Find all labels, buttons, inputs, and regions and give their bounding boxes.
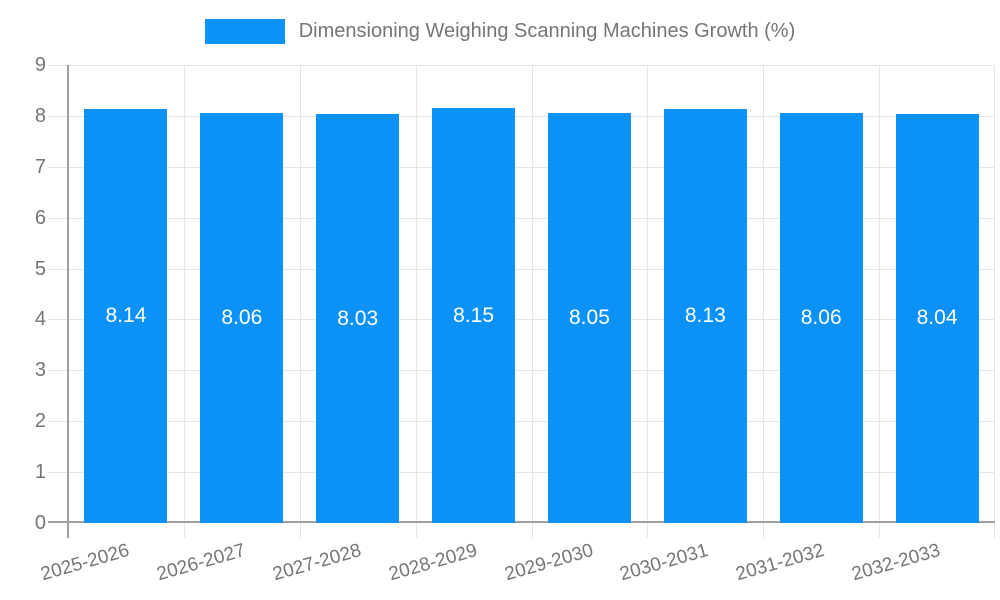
y-tick-label: 5 [34, 257, 46, 280]
bar-value-label: 8.15 [453, 303, 494, 327]
y-tick-label: 7 [34, 155, 46, 178]
bar-2031-2032[interactable]: 8.06 [779, 112, 863, 523]
legend-label: Dimensioning Weighing Scanning Machines … [298, 19, 796, 42]
legend-swatch [204, 18, 285, 44]
bar-value-label: 8.05 [569, 306, 610, 330]
h-gridline [48, 370, 995, 372]
x-tick-label: 2030-2031 [617, 540, 712, 586]
bar-2025-2026[interactable]: 8.14 [84, 108, 168, 523]
y-tick-label: 4 [34, 308, 46, 331]
v-gridline [647, 65, 649, 538]
chart-legend[interactable]: Dimensioning Weighing Scanning Machines … [0, 16, 1000, 46]
y-tick-label: 3 [34, 359, 46, 382]
h-gridline [48, 166, 995, 168]
v-gridline [994, 65, 995, 538]
h-gridline [48, 319, 995, 321]
bar-value-label: 8.06 [800, 305, 842, 329]
h-gridline [48, 268, 995, 270]
y-tick-label: 1 [34, 461, 46, 484]
x-axis-line [48, 521, 995, 523]
x-tick-label: 2027-2028 [270, 540, 364, 586]
bar-2029-2030[interactable]: 8.05 [547, 113, 631, 523]
h-gridline [48, 115, 995, 117]
y-axis-line [67, 65, 69, 538]
x-tick-label: 2025-2026 [38, 540, 132, 586]
x-tick-label: 2029-2030 [502, 540, 596, 586]
y-tick-label: 6 [34, 206, 46, 229]
y-tick-label: 8 [34, 104, 46, 127]
bar-value-label: 8.03 [337, 306, 379, 330]
bar-value-label: 8.04 [916, 306, 958, 330]
bar-value-label: 8.13 [684, 304, 726, 328]
h-gridline [48, 472, 995, 474]
bar-2032-2033[interactable]: 8.04 [895, 113, 979, 523]
h-gridline [48, 217, 995, 219]
h-gridline [48, 421, 995, 423]
x-tick-label: 2028-2029 [386, 540, 480, 586]
x-tick-label: 2032-2033 [849, 540, 943, 586]
v-gridline [531, 65, 533, 538]
bar-2030-2031[interactable]: 8.13 [663, 109, 747, 523]
v-gridline [299, 65, 301, 538]
y-tick-label: 0 [34, 512, 46, 534]
bar-2027-2028[interactable]: 8.03 [316, 114, 400, 523]
bar-2028-2029[interactable]: 8.15 [432, 108, 516, 523]
bar-value-label: 8.14 [105, 303, 147, 327]
bar-value-label: 8.06 [221, 305, 263, 329]
v-gridline [415, 65, 417, 538]
x-tick-label: 2026-2027 [154, 540, 248, 586]
h-gridline [48, 65, 995, 66]
x-tick-label: 2031-2032 [733, 540, 827, 586]
y-tick-label: 2 [34, 410, 46, 433]
y-tick-label: 9 [34, 54, 46, 76]
v-gridline [183, 65, 185, 538]
v-gridline [763, 65, 765, 538]
bar-2026-2027[interactable]: 8.06 [200, 112, 284, 523]
plot-area: 8.14 8.06 8.03 8.15 8.05 8.13 8.06 8.04 [48, 65, 995, 538]
v-gridline [879, 65, 881, 538]
